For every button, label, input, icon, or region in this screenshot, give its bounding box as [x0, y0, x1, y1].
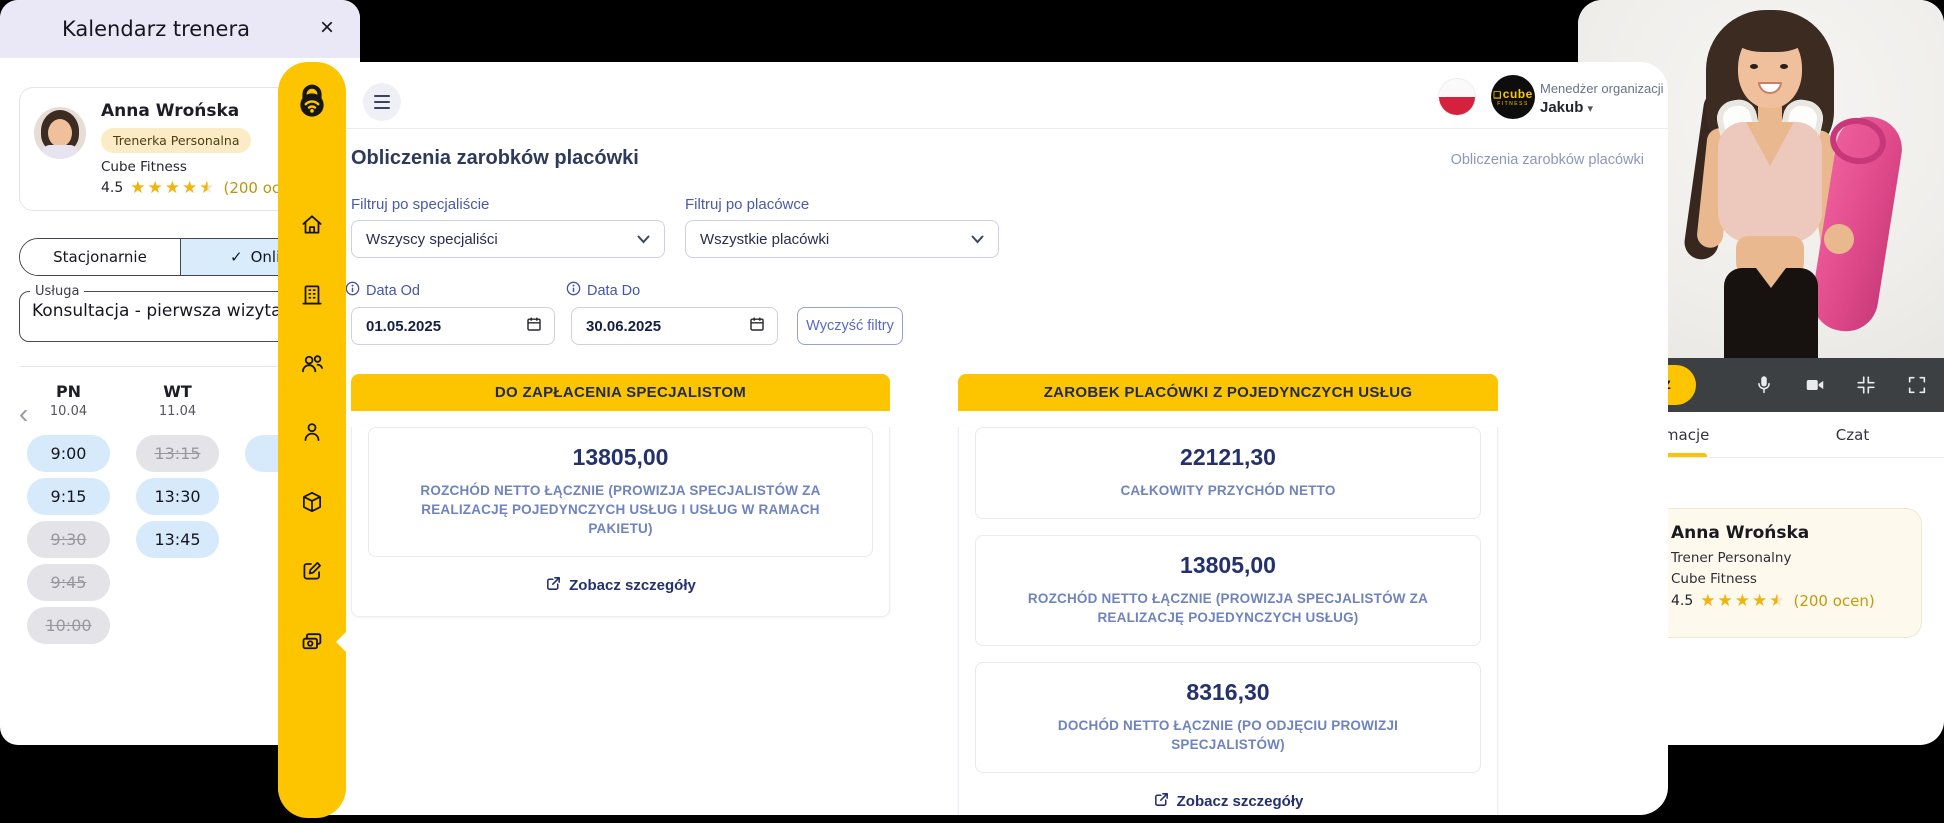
info-icon [566, 281, 581, 300]
fullscreen-icon[interactable] [1906, 374, 1928, 396]
see-details-link[interactable]: Zobacz szczegóły [352, 575, 889, 596]
date-to-input[interactable]: 30.06.2025 [571, 307, 778, 345]
user-menu[interactable]: Menedżer organizacji Jakub ▾ [1540, 81, 1664, 116]
active-tab-underline [1665, 453, 1707, 457]
time-slot[interactable]: 9:15 [27, 478, 110, 515]
chevron-down-icon: ▾ [1587, 103, 1594, 115]
slot-column-wt: 13:15 13:30 13:45 [136, 435, 219, 558]
edit-services-icon[interactable] [278, 558, 346, 584]
star-icons: ★★★★★ [1700, 590, 1787, 611]
profile-person-icon[interactable] [278, 419, 346, 445]
stat-box: 22121,30 CAŁKOWITY PRZYCHÓD NETTO [975, 427, 1481, 519]
trainer-rating: 4.5 ★★★★★ (200 ocen) [1671, 590, 1875, 611]
time-slot[interactable]: 9:00 [27, 435, 110, 472]
open-details-icon [545, 575, 562, 596]
breadcrumb: Obliczenia zarobków placówki [1450, 152, 1644, 168]
time-slot[interactable]: 10:00 [27, 607, 110, 644]
camera-icon[interactable] [1804, 374, 1826, 396]
video-stream [1578, 0, 1944, 358]
stat-value: 13805,00 [1180, 552, 1276, 578]
earnings-card-title: ZAROBEK PLACÓWKI Z POJEDYNCZYCH USŁUG [958, 374, 1498, 411]
calendar-icon [526, 316, 542, 336]
active-item-notch [336, 632, 346, 652]
package-box-icon[interactable] [278, 489, 346, 515]
building-icon[interactable] [278, 282, 346, 308]
time-slot[interactable]: 13:30 [136, 478, 219, 515]
see-details-link[interactable]: Zobacz szczegóły [959, 791, 1497, 812]
home-icon[interactable] [278, 212, 346, 238]
calendar-header: Kalendarz trenera × [0, 0, 360, 58]
day-column-header: PN 10.04 [49, 382, 88, 419]
stat-box: 8316,30 DOCHÓD NETTO ŁĄCZNIE (PO ODJĘCIU… [975, 662, 1481, 773]
service-value: Konsultacja - pierwsza wizyta [32, 301, 282, 321]
hamburger-menu-icon[interactable] [363, 83, 401, 121]
close-icon[interactable]: × [312, 13, 342, 43]
trainer-name: Anna Wrońska [1671, 523, 1810, 543]
stat-value: 13805,00 [572, 444, 669, 470]
check-icon: ✓ [230, 248, 243, 266]
slot-column-pn: 9:00 9:15 9:30 9:45 10:00 [27, 435, 110, 644]
time-slot[interactable]: 13:45 [136, 521, 219, 558]
language-flag-pl-icon[interactable] [1438, 78, 1476, 116]
facility-select[interactable]: Wszystkie placówki [685, 220, 999, 258]
trainer-role: Trener Personalny [1671, 550, 1792, 566]
stat-caption: CAŁKOWITY PRZYCHÓD NETTO [1120, 483, 1336, 498]
calendar-icon [749, 316, 765, 336]
stat-value: 22121,30 [1180, 444, 1276, 470]
payout-card-title: DO ZAPŁACENIA SPECJALISTOM [351, 374, 890, 411]
clients-group-icon[interactable] [278, 350, 346, 377]
trainer-rating: 4.5 ★★★★★ (200 ocen) [101, 177, 305, 198]
facility-filter-label: Filtruj po placówce [685, 196, 810, 213]
time-slot[interactable]: 9:45 [27, 564, 110, 601]
cube-fitness-logo[interactable]: cube fitness [1491, 75, 1535, 119]
day-column-header: WT 11.04 [158, 382, 197, 419]
minimize-icon[interactable] [1855, 374, 1877, 396]
chevron-left-icon[interactable]: ‹ [19, 398, 29, 429]
chevron-down-icon [637, 231, 650, 248]
stat-caption: ROZCHÓD NETTO ŁĄCZNIE (PROWIZJA SPECJALI… [1027, 591, 1429, 625]
divider [278, 128, 1668, 129]
timeslot-picker: ‹ PN 10.04 WT 11.04 9:00 9:15 9:30 9:45 [19, 382, 349, 682]
org-role-label: Menedżer organizacji [1540, 81, 1664, 96]
stat-box: 13805,00 ROZCHÓD NETTO ŁĄCZNIE (PROWIZJA… [368, 427, 873, 557]
toggle-stationary[interactable]: Stacjonarnie [20, 239, 180, 275]
time-slot[interactable]: 13:15 [136, 435, 219, 472]
trainer-name: Anna Wrońska [101, 101, 240, 121]
stat-caption: DOCHÓD NETTO ŁĄCZNIE (PO ODJĘCIU PROWIZJ… [1057, 718, 1399, 752]
user-name: Jakub ▾ [1540, 99, 1594, 116]
tab-czat[interactable]: Czat [1835, 425, 1870, 444]
trainer-gym: Cube Fitness [101, 159, 187, 175]
service-label: Usługa [35, 284, 80, 299]
stat-caption: ROZCHÓD NETTO ŁĄCZNIE (PROWIZJA SPECJALI… [420, 483, 821, 536]
payout-card: DO ZAPŁACENIA SPECJALISTOM 13805,00 ROZC… [351, 374, 890, 617]
payments-wallet-icon[interactable] [278, 628, 346, 655]
calendar-title: Kalendarz trenera [62, 17, 250, 41]
page-title: Obliczenia zarobków placówki [351, 147, 639, 169]
stat-value: 8316,30 [1186, 679, 1270, 705]
divider [19, 366, 349, 367]
main-content-panel: cube fitness Menedżer organizacji Jakub … [278, 62, 1668, 815]
trainer-gym: Cube Fitness [1671, 571, 1757, 587]
specialist-select[interactable]: Wszyscy specjaliści [351, 220, 665, 258]
app-sidebar [278, 62, 346, 818]
time-slot[interactable]: 9:30 [27, 521, 110, 558]
trainer-role-badge: Trenerka Personalna [101, 128, 252, 153]
stat-box: 13805,00 ROZCHÓD NETTO ŁĄCZNIE (PROWIZJA… [975, 535, 1481, 646]
kettlebell-logo-icon[interactable] [278, 80, 346, 120]
specialist-filter-label: Filtruj po specjaliście [351, 196, 490, 213]
avatar [34, 107, 86, 159]
facility-earnings-card: ZAROBEK PLACÓWKI Z POJEDYNCZYCH USŁUG 22… [958, 374, 1498, 815]
star-icons: ★★★★★ [130, 177, 217, 198]
review-count: (200 ocen) [1793, 592, 1875, 610]
open-details-icon [1153, 791, 1170, 812]
date-from-input[interactable]: 01.05.2025 [351, 307, 555, 345]
chevron-down-icon [971, 231, 984, 248]
info-icon [345, 281, 360, 300]
video-trainer-info-card: Anna Wrońska Trener Personalny Cube Fitn… [1650, 508, 1922, 638]
date-to-label: Data Do [566, 281, 640, 300]
date-from-label: Data Od [345, 281, 420, 300]
clear-filters-button[interactable]: Wyczyść filtry [797, 307, 903, 345]
microphone-icon[interactable] [1753, 374, 1775, 396]
